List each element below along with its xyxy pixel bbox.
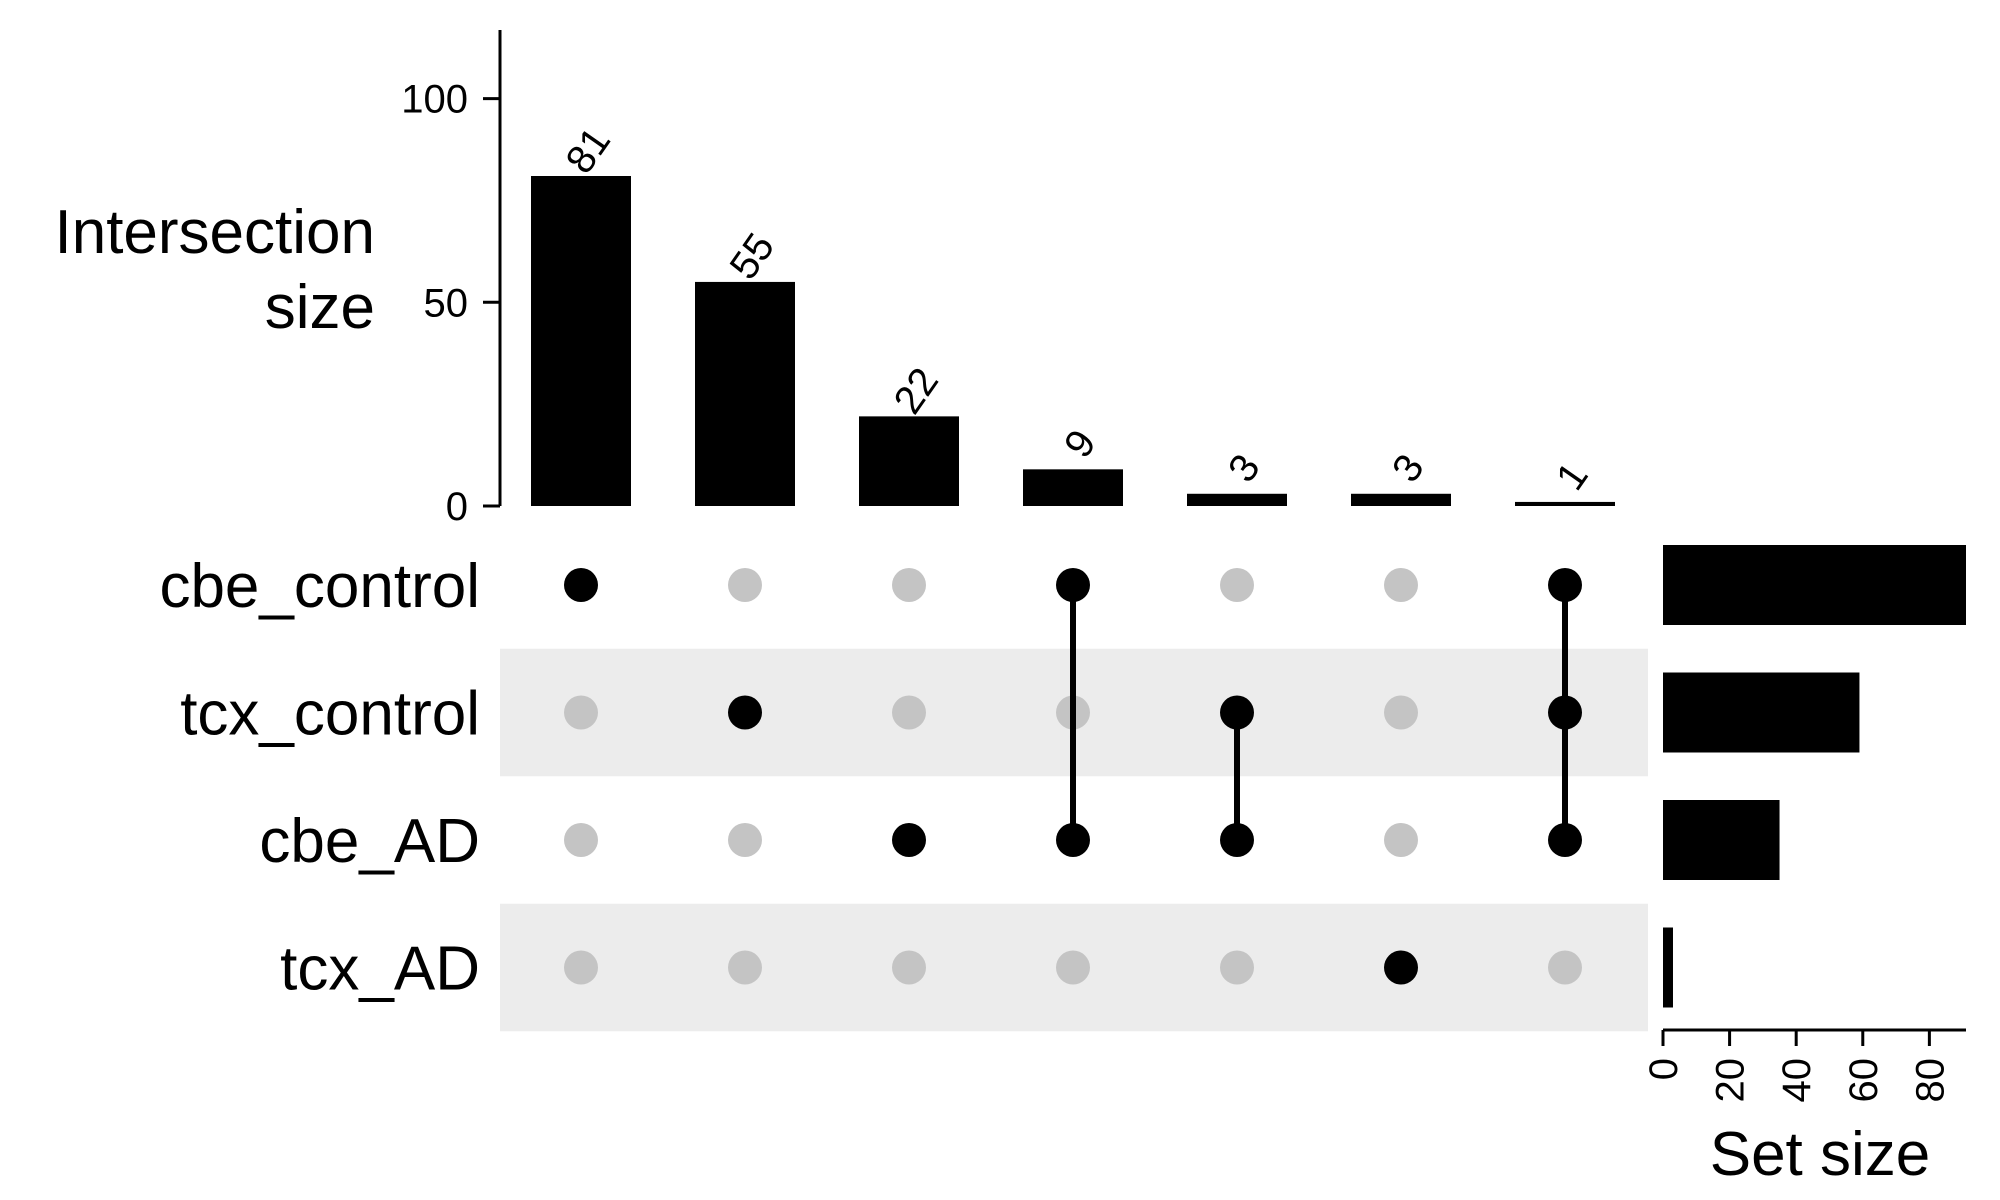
active-dot [1548, 823, 1582, 857]
intersection-bar [531, 176, 631, 506]
set-size-bars [1663, 545, 1966, 1008]
set-size-bar [1663, 672, 1860, 753]
active-dot [1220, 695, 1254, 730]
set-size-bar [1663, 545, 1966, 625]
intersection-axis-title-line-1: Intersection [54, 198, 375, 267]
inactive-dot [1384, 568, 1418, 602]
active-dot [892, 823, 926, 857]
intersection-bar [1351, 493, 1451, 506]
active-dot [1548, 568, 1582, 602]
inactive-dot [1548, 950, 1582, 985]
active-dot [1056, 823, 1090, 857]
intersection-axis-title-line-2: size [265, 273, 375, 342]
y-tick-label: 100 [401, 78, 468, 122]
inactive-dot [564, 695, 598, 730]
inactive-dot [564, 950, 598, 985]
inactive-dot [892, 695, 926, 730]
y-tick-label: 0 [446, 485, 468, 529]
bar-value-label: 22 [886, 360, 948, 422]
intersection-size-axis: 0 50 100 [401, 30, 502, 529]
membership-matrix [564, 568, 1582, 985]
inactive-dot [1384, 695, 1418, 730]
set-label: cbe_AD [259, 807, 480, 876]
inactive-dot [728, 823, 762, 857]
intersection-bar [695, 281, 795, 506]
active-dot [1384, 950, 1418, 985]
bar-value-label: 81 [558, 120, 620, 182]
x-tick-label: 0 [1642, 1058, 1686, 1080]
intersection-bar [1187, 493, 1287, 506]
set-labels: cbe_control tcx_control cbe_AD tcx_AD [159, 552, 480, 1004]
active-dot [1548, 695, 1582, 730]
inactive-dot [728, 568, 762, 602]
y-tick-label: 50 [424, 281, 469, 325]
x-tick-label: 20 [1709, 1058, 1753, 1103]
set-size-bar [1663, 800, 1780, 880]
intersection-bars: 81 55 22 9 3 3 1 [531, 120, 1615, 506]
bar-value-label: 3 [1384, 447, 1433, 490]
intersection-bar [859, 416, 959, 506]
active-dot [1056, 568, 1090, 602]
inactive-dot [564, 823, 598, 857]
set-size-axis-title: Set size [1710, 1120, 1931, 1189]
bar-value-label: 9 [1056, 422, 1105, 465]
active-dot [564, 568, 598, 602]
intersection-bar [1515, 501, 1615, 506]
bar-value-label: 1 [1548, 455, 1597, 498]
intersection-bar [1023, 469, 1123, 506]
inactive-dot [728, 950, 762, 985]
bar-value-label: 3 [1220, 447, 1269, 490]
set-label: cbe_control [159, 552, 480, 621]
x-tick-label: 60 [1842, 1058, 1886, 1103]
inactive-dot [1220, 568, 1254, 602]
inactive-dot [1220, 950, 1254, 985]
inactive-dot [1384, 823, 1418, 857]
inactive-dot [1056, 950, 1090, 985]
x-tick-label: 40 [1775, 1058, 1819, 1103]
active-dot [728, 695, 762, 730]
inactive-dot [892, 568, 926, 602]
set-label: tcx_control [180, 680, 480, 749]
active-dot [1220, 823, 1254, 857]
set-label: tcx_AD [280, 935, 480, 1004]
x-tick-label: 80 [1908, 1058, 1952, 1103]
set-size-axis: 0 20 40 60 80 [1642, 1028, 1966, 1103]
inactive-dot [892, 950, 926, 985]
bar-value-label: 55 [722, 226, 784, 288]
set-size-bar [1663, 927, 1673, 1008]
